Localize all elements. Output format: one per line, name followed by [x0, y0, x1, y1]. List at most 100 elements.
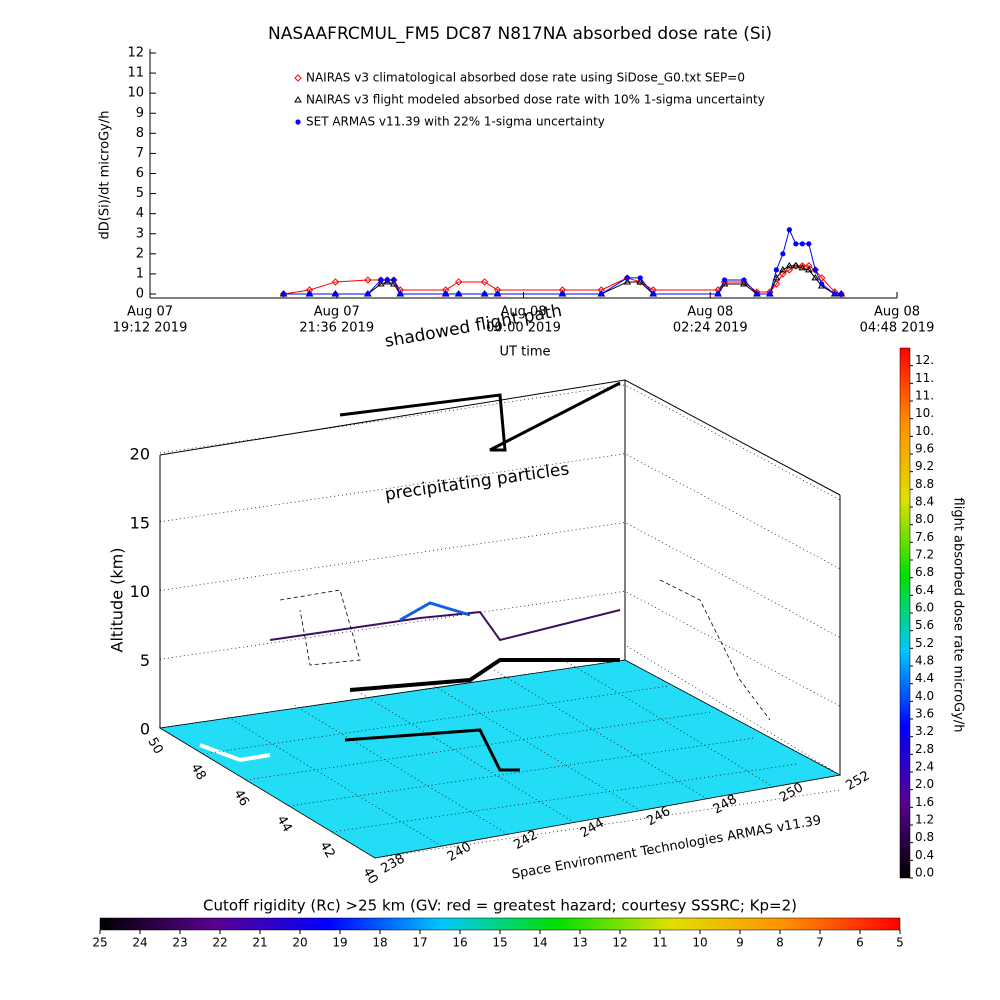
colorbar-tick-label: 10 [692, 936, 707, 950]
point [798, 262, 807, 270]
y-axis-label: dD(Si)/dt microGy/h [98, 111, 113, 240]
point [456, 291, 462, 297]
point [812, 267, 818, 273]
x-tick-label: Aug 08 [874, 305, 920, 320]
point [832, 291, 838, 297]
y-tick-label: 1 [136, 266, 144, 281]
y-tick-label: 10 [127, 86, 144, 101]
x-tick-label: Aug 08 [500, 305, 546, 320]
colorbar-label: flight absorbed dose rate microGy/h [951, 498, 966, 733]
z-axis-label: Altitude (km) [108, 548, 127, 653]
legend-marker [294, 96, 302, 103]
y-tick-label: 9 [136, 106, 144, 121]
colorbar-tick-label: 4.0 [915, 689, 934, 703]
colorbar-tick-label: 5.6 [915, 618, 934, 632]
point [376, 279, 385, 287]
colorbar-tick-label: 2.0 [915, 777, 934, 791]
colorbar-tick-label: 6 [856, 936, 864, 950]
point [785, 266, 794, 274]
grid-line [159, 453, 841, 570]
coast [199, 743, 271, 763]
z-tick-label: 10 [130, 582, 150, 601]
colorbar-tick-label: 17 [412, 936, 427, 950]
y-tick-label: 12 [127, 46, 144, 61]
colorbar-tick-label: 10. [915, 406, 934, 420]
colorbar-tick-label: 8.4 [915, 495, 934, 509]
colorbar-tick-label: 4.4 [915, 671, 934, 685]
point [623, 277, 632, 285]
point [331, 278, 340, 286]
point [818, 274, 826, 282]
lon-tick-label: 252 [843, 768, 872, 793]
x-tick-label: Aug 08 [687, 305, 733, 320]
colorbar-tick-label: 1.6 [915, 795, 934, 809]
point [793, 241, 799, 247]
colorbar [899, 347, 911, 879]
colorbar-tick-label: 7.6 [915, 530, 934, 544]
point [454, 278, 463, 286]
point [741, 277, 747, 283]
point [811, 273, 820, 281]
z-tick-label: 15 [130, 513, 150, 532]
point [391, 277, 397, 283]
colorbar-tick-label: 24 [132, 936, 147, 950]
point [481, 291, 488, 297]
point [624, 275, 630, 281]
point [443, 291, 449, 297]
colorbar-tick-label: 19 [332, 936, 347, 950]
point [792, 262, 800, 270]
colorbar-tick-label: 8.8 [915, 477, 934, 491]
point [559, 291, 566, 297]
particle-field [150, 370, 840, 560]
colorbar-tick-label: 22 [212, 936, 227, 950]
colorbar [99, 917, 901, 931]
point [364, 276, 372, 284]
point [805, 262, 813, 270]
z-tick-label: 20 [130, 445, 150, 464]
colorbar-tick-label: 15 [492, 936, 507, 950]
lat-tick-label: 48 [187, 761, 208, 783]
point [650, 291, 656, 297]
point [636, 277, 645, 285]
x-tick-label: 00:00 2019 [486, 321, 561, 336]
colorbar-tick-label: 20 [292, 936, 307, 950]
colorbar-tick-label: 7 [816, 936, 824, 950]
colorbar-tick-label: 16 [452, 936, 467, 950]
x-tick-label: 04:48 2019 [860, 321, 935, 336]
z-tick-label: 5 [140, 651, 150, 670]
point [280, 291, 287, 297]
colorbar-tick-label: 3.6 [915, 707, 934, 721]
point [798, 263, 807, 271]
colorbar-tick-label: 0.4 [915, 848, 934, 862]
legend-label: NAIRAS v3 flight modeled absorbed dose r… [306, 93, 765, 107]
colorbar-tick-label: 11. [915, 389, 934, 403]
colorbar-title: Cutoff rigidity (Rc) >25 km (GV: red = g… [203, 897, 797, 915]
x-tick-label: Aug 07 [314, 305, 360, 320]
colorbar-tick-label: 21 [252, 936, 267, 950]
legend-marker [295, 119, 301, 125]
colorbar-tick-label: 6.0 [915, 601, 934, 615]
colorbar-tick-label: 11 [652, 936, 667, 950]
y-tick-label: 2 [136, 246, 144, 261]
y-tick-label: 3 [136, 226, 144, 241]
x-tick-label: 02:24 2019 [673, 321, 748, 336]
point [791, 261, 800, 269]
point [637, 275, 643, 281]
point [332, 291, 339, 297]
y-tick-label: 6 [136, 166, 144, 181]
grid-line [159, 590, 841, 707]
lat-tick-label: 50 [144, 735, 165, 757]
point [306, 291, 313, 297]
y-tick-label: 8 [136, 126, 144, 141]
x-tick-label: Aug 07 [127, 305, 173, 320]
point [806, 241, 812, 247]
point [838, 291, 844, 297]
point [598, 291, 604, 297]
point [778, 265, 787, 273]
point [799, 241, 805, 247]
colorbar-tick-label: 12. [915, 353, 934, 367]
chart-title: NASAAFRCMUL_FM5 DC87 N817NA absorbed dos… [268, 24, 772, 44]
y-tick-label: 11 [127, 66, 144, 81]
lat-tick-label: 46 [230, 787, 251, 809]
